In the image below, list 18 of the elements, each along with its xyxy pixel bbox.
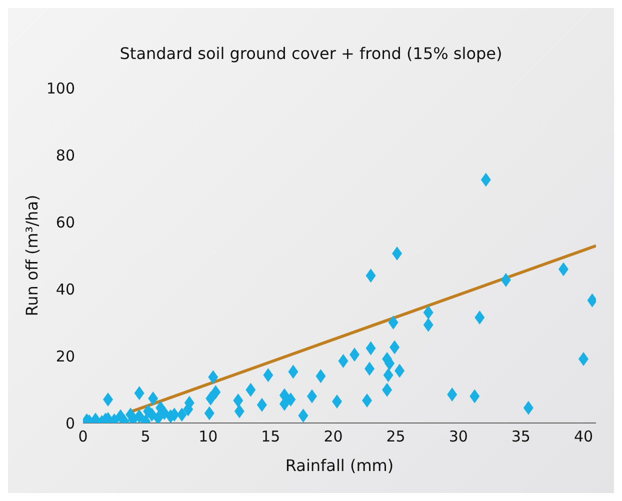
x-tick-label: 20: [324, 428, 343, 446]
y-tick-label: 40: [56, 280, 75, 298]
y-tick-label: 100: [46, 79, 75, 98]
x-tick-label: 25: [386, 428, 406, 446]
y-axis-title: Run off (m³/ha): [22, 194, 42, 316]
y-tick-label: 60: [56, 213, 75, 232]
y-tick-label: 80: [56, 146, 75, 164]
y-tick-label: 20: [56, 347, 75, 366]
x-tick-label: 10: [198, 428, 218, 446]
x-tick-label: 15: [261, 428, 280, 446]
y-tick-label: 0: [65, 414, 75, 432]
x-tick-label: 5: [140, 428, 150, 446]
x-tick-label: 35: [511, 428, 530, 446]
x-axis-title: Rainfall (mm): [285, 456, 394, 475]
x-tick-label: 40: [574, 428, 594, 446]
chart-title: Standard soil ground cover + frond (15% slope): [118, 44, 504, 63]
x-tick-label: 0: [78, 428, 88, 446]
x-tick-label: 30: [448, 428, 468, 446]
